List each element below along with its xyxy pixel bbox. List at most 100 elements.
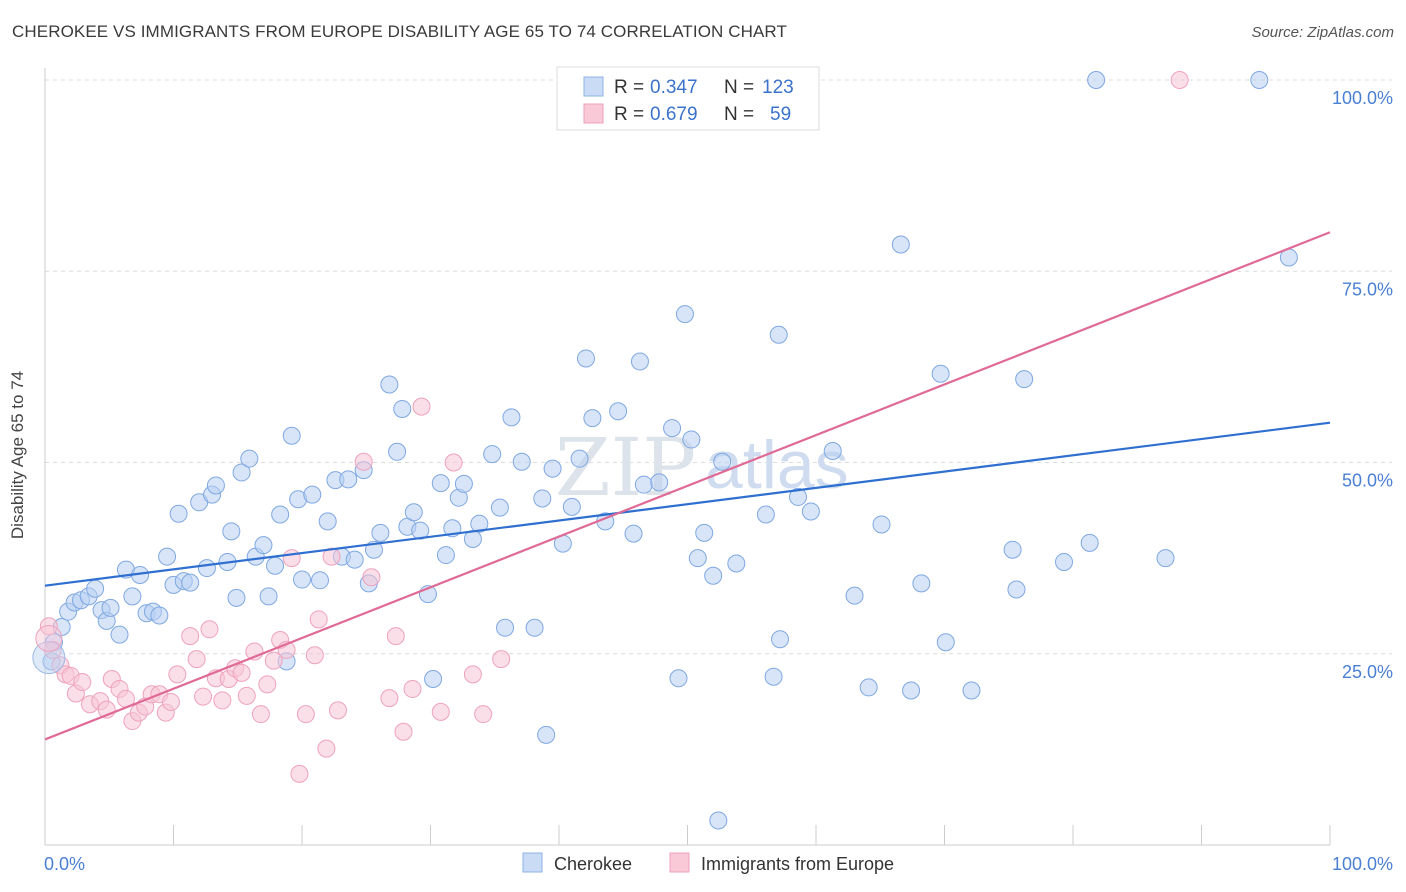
europe-point-43: [322, 547, 341, 566]
cherokee-point-10: [101, 598, 120, 617]
cherokee-point-41: [303, 485, 322, 504]
cherokee-point-78: [570, 449, 589, 468]
cherokee-point-73: [533, 489, 552, 508]
tick-labels: 25.0% 50.0% 75.0% 100.0% 0.0% 100.0%: [44, 88, 1393, 874]
europe-point-45: [354, 452, 373, 471]
cherokee-point-115: [1015, 370, 1034, 389]
cherokee-point-112: [962, 681, 981, 700]
y-tick-label-1: 50.0%: [1342, 471, 1393, 491]
legend-n-label-europe: N =: [724, 104, 754, 125]
europe-point-39: [296, 705, 315, 724]
cherokee-point-90: [682, 430, 701, 449]
europe-point-42: [317, 739, 336, 758]
y-tick-label-2: 75.0%: [1342, 279, 1393, 299]
cherokee-point-68: [490, 498, 509, 517]
cherokee-point-71: [512, 452, 531, 471]
cherokee-point-86: [650, 473, 669, 492]
cherokee-point-20: [169, 504, 188, 523]
chart-title: CHEROKEE VS IMMIGRANTS FROM EUROPE DISAB…: [12, 22, 787, 41]
europe-point-53: [444, 453, 463, 472]
europe-point-32: [251, 705, 270, 724]
y-tick-label-0: 25.0%: [1342, 662, 1393, 682]
cherokee-point-83: [624, 524, 643, 543]
bottom-legend-europe: Immigrants from Europe: [701, 854, 894, 874]
cherokee-point-93: [704, 566, 723, 585]
source-label: Source: ZipAtlas.com: [1251, 24, 1394, 41]
cherokee-point-34: [259, 587, 278, 606]
cherokee-point-53: [388, 442, 407, 461]
cherokee-point-74: [537, 725, 556, 744]
cherokee-point-106: [872, 515, 891, 534]
cherokee-point-cluster: [32, 641, 66, 675]
cherokee-point-104: [845, 586, 864, 605]
europe-point-20: [168, 665, 187, 684]
cherokee-point-17: [150, 606, 169, 625]
cherokee-point-101: [789, 487, 808, 506]
cherokee-point-114: [1007, 580, 1026, 599]
cherokee-point-33: [254, 536, 273, 555]
europe-point-33: [258, 675, 277, 694]
cherokee-point-24: [197, 559, 216, 578]
cherokee-point-35: [266, 556, 285, 575]
europe-point-51: [412, 397, 431, 416]
europe-point-24: [200, 620, 219, 639]
x-tick-label-0: 0.0%: [44, 854, 85, 874]
cherokee-point-109: [912, 574, 931, 593]
cherokee-point-111: [936, 633, 955, 652]
europe-point-55: [474, 705, 493, 724]
cherokee-point-11: [110, 625, 129, 644]
cherokee-point-13: [123, 587, 142, 606]
cherokee-point-40: [293, 570, 311, 589]
cherokee-point-94: [709, 811, 728, 830]
cherokee-point-75: [543, 459, 562, 478]
cherokee-point-51: [371, 523, 390, 542]
cherokee-point-77: [562, 497, 581, 516]
cherokee-point-92: [695, 523, 714, 542]
cherokee-point-96: [727, 554, 746, 573]
cherokee-point-89: [675, 305, 694, 324]
y-tick-label-3: 100.0%: [1332, 88, 1393, 108]
europe-point-22: [187, 650, 206, 669]
europe-point-40: [305, 646, 324, 665]
legend-r-value-europe: 0.679: [650, 104, 698, 125]
europe-point-47: [380, 689, 399, 708]
x-tick-label-1: 100.0%: [1332, 854, 1393, 874]
data-points: [32, 71, 1298, 830]
cherokee-point-103: [823, 442, 842, 461]
cherokee-point-118: [1087, 71, 1106, 89]
legend-n-label-cherokee: N =: [724, 77, 754, 98]
europe-point-30: [237, 686, 256, 705]
cherokee-point-54: [393, 399, 412, 418]
cherokee-point-46: [339, 470, 358, 489]
cherokee-point-18: [158, 547, 177, 566]
europe-point-44: [328, 701, 347, 720]
europe-point-49: [394, 722, 413, 741]
cherokee-point-119: [1156, 549, 1175, 568]
cherokee-point-43: [318, 512, 337, 531]
cherokee-point-102: [801, 502, 820, 521]
cherokee-point-69: [496, 618, 515, 637]
cherokee-point-100: [771, 630, 790, 649]
legend-swatch-europe: [583, 103, 604, 124]
cherokee-point-82: [609, 402, 628, 421]
cherokee-point-22: [181, 573, 200, 592]
cherokee-point-59: [424, 669, 443, 688]
europe-trend-line: [44, 231, 1331, 741]
correlation-legend: R = 0.347 N = 123 R = 0.679 N = 59: [556, 66, 820, 131]
legend-r-label-cherokee: R =: [614, 77, 644, 98]
cherokee-point-42: [310, 571, 329, 590]
europe-point-41: [309, 610, 328, 629]
europe-point-37: [282, 549, 301, 568]
europe-point-52: [431, 702, 450, 721]
cherokee-point-99: [769, 325, 788, 344]
cherokee-point-110: [931, 364, 950, 383]
cherokee-point-97: [756, 505, 775, 524]
cherokee-point-80: [583, 409, 602, 428]
cherokee-point-60: [431, 474, 450, 493]
europe-point-26: [213, 691, 232, 710]
series-legend: Cherokee Immigrants from Europe: [522, 852, 894, 874]
cherokee-point-72: [525, 618, 544, 637]
cherokee-point-85: [634, 475, 653, 494]
cherokee-point-29: [227, 588, 246, 607]
